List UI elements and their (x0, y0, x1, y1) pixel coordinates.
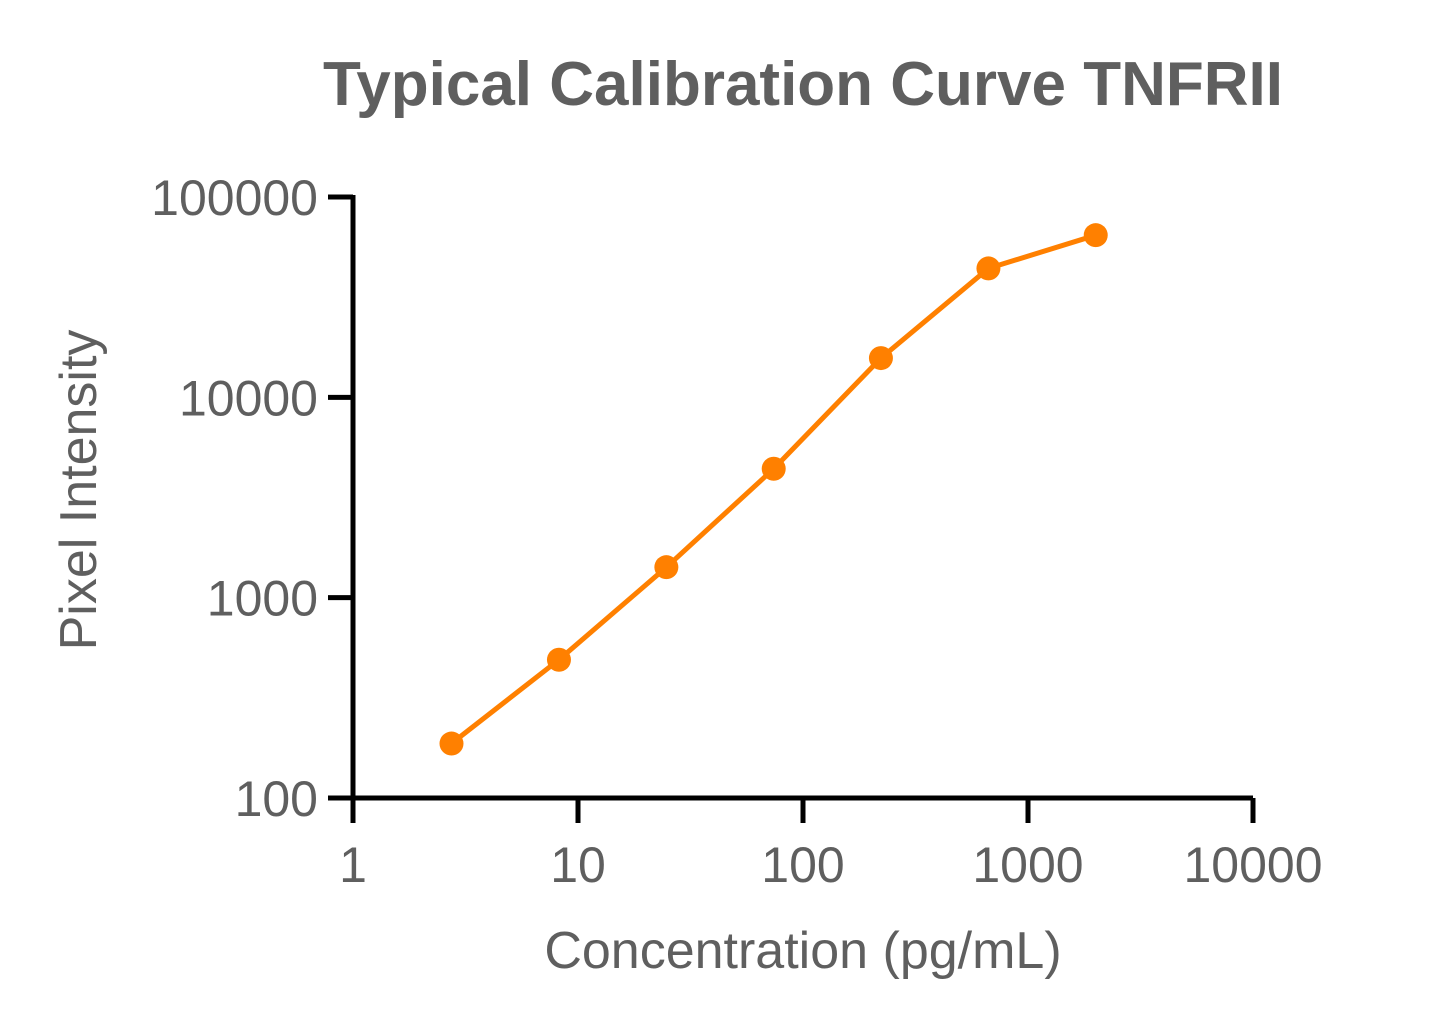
y-tick-label: 10000 (179, 370, 318, 426)
x-tick-label: 10000 (1183, 837, 1322, 893)
x-axis-title: Concentration (pg/mL) (544, 922, 1061, 980)
data-point (654, 555, 679, 580)
chart-title: Typical Calibration Curve TNFRII (323, 50, 1283, 119)
data-point (976, 256, 1001, 281)
data-point (439, 731, 464, 756)
data-series (439, 223, 1108, 756)
data-point (1083, 223, 1108, 248)
series-line (449, 232, 1097, 746)
y-tick-label: 100 (235, 771, 318, 827)
y-axis-title: Pixel Intensity (50, 330, 108, 651)
y-axis-ticks: 100 1000 10000 100000 (151, 170, 353, 827)
x-axis-ticks: 1 10 100 1000 10000 (339, 798, 1323, 893)
x-tick-label: 100 (761, 837, 844, 893)
data-point (546, 647, 571, 672)
y-tick-label: 1000 (207, 571, 318, 627)
x-tick-label: 10 (550, 837, 606, 893)
data-point (868, 346, 893, 371)
y-tick-label: 100000 (151, 170, 318, 226)
data-point (761, 456, 786, 481)
x-tick-label: 1000 (972, 837, 1083, 893)
x-tick-label: 1 (339, 837, 367, 893)
